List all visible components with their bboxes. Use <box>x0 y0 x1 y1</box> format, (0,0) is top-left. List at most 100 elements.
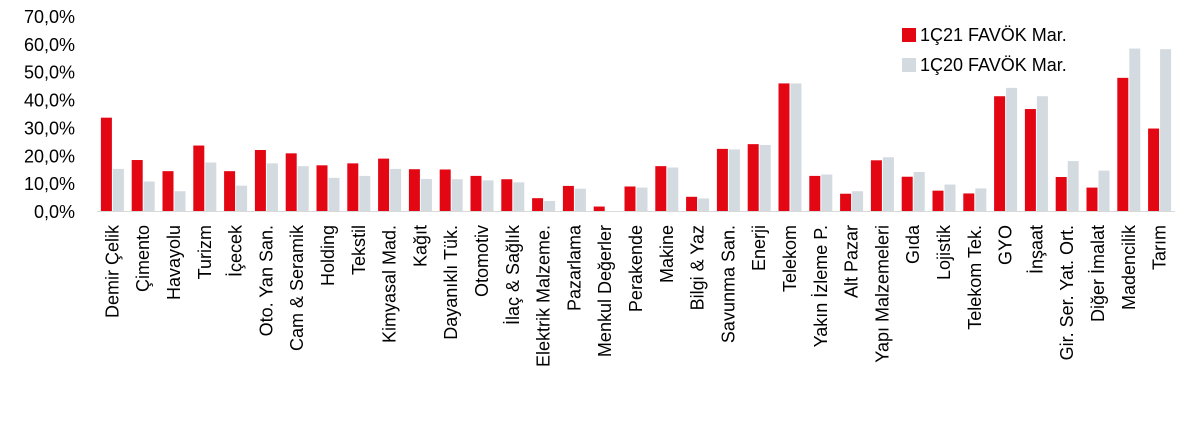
bar-1q21 <box>1055 177 1067 211</box>
x-tick-label: Tekstil <box>349 225 369 275</box>
x-tick-label: GYO <box>996 225 1016 265</box>
legend-item-1q20: 1Ç20 FAVÖK Mar. <box>902 50 1067 80</box>
bar-1q21 <box>870 160 882 211</box>
x-tick-label: Kimyasal Mad. <box>380 225 400 343</box>
bar-1q21 <box>716 148 728 211</box>
x-tick-label: İçecek <box>226 224 246 277</box>
bar-1q21 <box>809 175 821 211</box>
x-tick-label: Turizm <box>195 225 215 279</box>
x-tick-label: Makine <box>657 225 677 283</box>
legend-item-1q21: 1Ç21 FAVÖK Mar. <box>902 20 1067 50</box>
x-tick-label: Enerji <box>749 225 769 271</box>
bar-1q21 <box>1024 109 1036 211</box>
x-tick-label: Telekom Tek. <box>965 225 985 330</box>
bar-1q21 <box>840 193 852 211</box>
legend-swatch-1q21 <box>902 28 916 42</box>
x-tick-label: Çimento <box>133 225 153 292</box>
x-tick-label: Gir. Ser. Yat. Ort. <box>1057 225 1077 360</box>
bar-1q20 <box>944 184 956 211</box>
y-tick-label: 70,0% <box>24 7 75 27</box>
bar-1q20 <box>205 162 217 211</box>
x-tick-label: Yakın İzleme P. <box>811 225 831 347</box>
bar-1q21 <box>686 196 698 211</box>
y-tick-label: 0,0% <box>34 202 75 222</box>
y-tick-label: 30,0% <box>24 118 75 138</box>
x-tick-label: Cam & Seramik <box>287 224 307 351</box>
bar-1q20 <box>420 178 432 211</box>
legend-swatch-1q20 <box>902 58 916 72</box>
x-tick-label: Diğer İmalat <box>1088 225 1108 322</box>
bar-1q20 <box>913 172 925 211</box>
legend: 1Ç21 FAVÖK Mar. 1Ç20 FAVÖK Mar. <box>902 20 1067 80</box>
x-tick-label: Tarım <box>1150 225 1170 270</box>
bar-1q21 <box>1148 128 1160 211</box>
bar-1q21 <box>778 83 790 211</box>
y-tick-label: 40,0% <box>24 91 75 111</box>
bar-1q20 <box>1067 161 1079 211</box>
x-tick-label: Madencilik <box>1119 224 1139 310</box>
bar-1q20 <box>513 182 525 211</box>
bar-1q20 <box>482 180 494 211</box>
bar-1q21 <box>131 160 143 211</box>
bar-1q21 <box>347 163 359 211</box>
y-tick-label: 60,0% <box>24 35 75 55</box>
bar-1q20 <box>1129 48 1141 211</box>
bar-1q20 <box>174 191 186 211</box>
bar-1q20 <box>790 83 802 211</box>
bar-1q20 <box>882 157 894 211</box>
x-tick-label: Menkul Değerler <box>595 225 615 357</box>
bar-1q20 <box>451 179 463 211</box>
bar-1q20 <box>143 181 155 211</box>
x-tick-label: Havayolu <box>164 225 184 300</box>
x-tick-label: Kağıt <box>410 225 430 267</box>
bar-1q20 <box>667 167 679 211</box>
legend-label-1q20: 1Ç20 FAVÖK Mar. <box>920 54 1067 75</box>
x-tick-label: Savunma San. <box>718 225 738 343</box>
bar-1q21 <box>285 153 297 211</box>
bar-1q20 <box>1006 87 1018 211</box>
bar-1q21 <box>532 198 544 211</box>
bar-1q20 <box>1098 170 1110 211</box>
bar-1q20 <box>698 198 710 211</box>
x-tick-label: Lojistik <box>934 224 954 280</box>
x-tick-label: Dayanıklı Tük. <box>441 225 461 340</box>
x-tick-label: İnşaat <box>1026 225 1046 274</box>
bar-1q20 <box>574 188 586 211</box>
x-tick-label: Otomotiv <box>472 225 492 297</box>
x-tick-label: Demir Çelik <box>102 224 122 318</box>
bar-1q20 <box>112 168 124 211</box>
x-tick-label: Oto. Yan San. <box>256 225 276 336</box>
x-tick-label: Gıda <box>903 224 923 264</box>
x-tick-label: Alt Pazar <box>842 225 862 298</box>
bar-1q20 <box>297 166 309 211</box>
bar-1q21 <box>193 145 205 211</box>
bar-1q21 <box>963 193 975 211</box>
x-tick-label: Pazarlama <box>564 224 584 311</box>
y-tick-label: 50,0% <box>24 63 75 83</box>
bar-1q20 <box>728 149 740 211</box>
bar-1q21 <box>316 165 328 211</box>
bar-1q21 <box>254 149 266 211</box>
bar-1q20 <box>1160 49 1172 212</box>
bar-1q21 <box>1086 187 1098 211</box>
bar-1q21 <box>439 169 451 211</box>
bar-1q20 <box>359 175 371 211</box>
x-tick-label: Bilgi & Yaz <box>688 225 708 310</box>
bar-1q21 <box>593 206 605 211</box>
x-tick-label: Telekom <box>780 225 800 292</box>
bar-1q21 <box>994 96 1006 211</box>
bar-1q20 <box>975 188 987 211</box>
bar-1q21 <box>408 169 420 211</box>
legend-label-1q21: 1Ç21 FAVÖK Mar. <box>920 24 1067 45</box>
bar-1q20 <box>636 187 648 211</box>
bar-1q20 <box>390 168 402 211</box>
x-tick-label: Yapı Malzemeleri <box>872 225 892 363</box>
x-tick-label: Holding <box>318 225 338 286</box>
bar-1q21 <box>224 171 236 211</box>
bar-1q20 <box>328 177 340 211</box>
bar-1q21 <box>470 175 482 211</box>
bar-1q21 <box>747 144 759 211</box>
x-tick-label: Elektrik Malzeme. <box>534 225 554 367</box>
bar-1q21 <box>501 179 513 211</box>
